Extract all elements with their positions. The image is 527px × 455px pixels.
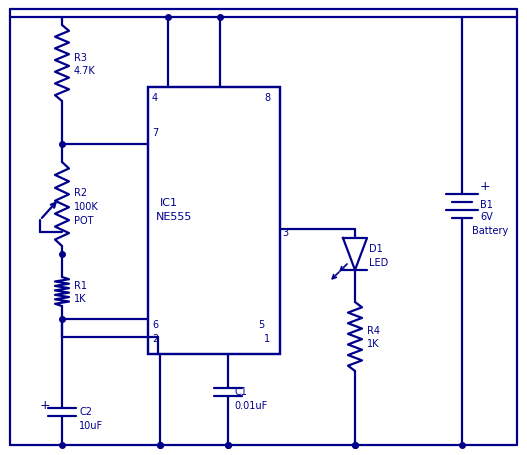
Text: NE555: NE555 <box>156 212 192 222</box>
Text: R4: R4 <box>367 325 380 335</box>
Text: 8: 8 <box>264 93 270 103</box>
Text: 1: 1 <box>264 333 270 343</box>
Text: 10uF: 10uF <box>79 420 103 430</box>
Text: 2: 2 <box>152 333 158 343</box>
Text: 5: 5 <box>258 319 264 329</box>
Text: B1: B1 <box>480 200 493 210</box>
Text: 4.7K: 4.7K <box>74 66 96 76</box>
Text: R1: R1 <box>74 280 87 290</box>
Text: 0.01uF: 0.01uF <box>234 400 267 410</box>
Text: 6: 6 <box>152 319 158 329</box>
Text: 1K: 1K <box>74 293 86 303</box>
Text: R2: R2 <box>74 187 87 197</box>
Text: +: + <box>480 180 491 193</box>
Text: IC1: IC1 <box>160 197 178 207</box>
Text: POT: POT <box>74 216 93 226</box>
Text: 6V: 6V <box>480 212 493 222</box>
Text: C2: C2 <box>79 406 92 416</box>
Text: R3: R3 <box>74 53 87 63</box>
Bar <box>148 88 280 354</box>
Text: 1K: 1K <box>367 338 379 348</box>
Text: C1: C1 <box>234 386 247 396</box>
Text: 3: 3 <box>282 228 288 238</box>
Text: +: + <box>40 399 51 412</box>
Text: 7: 7 <box>152 128 158 138</box>
Text: 100K: 100K <box>74 202 99 212</box>
Text: LED: LED <box>369 258 388 268</box>
Bar <box>148 88 280 354</box>
Text: Battery: Battery <box>472 226 508 236</box>
Text: 4: 4 <box>152 93 158 103</box>
Text: D1: D1 <box>369 243 383 253</box>
